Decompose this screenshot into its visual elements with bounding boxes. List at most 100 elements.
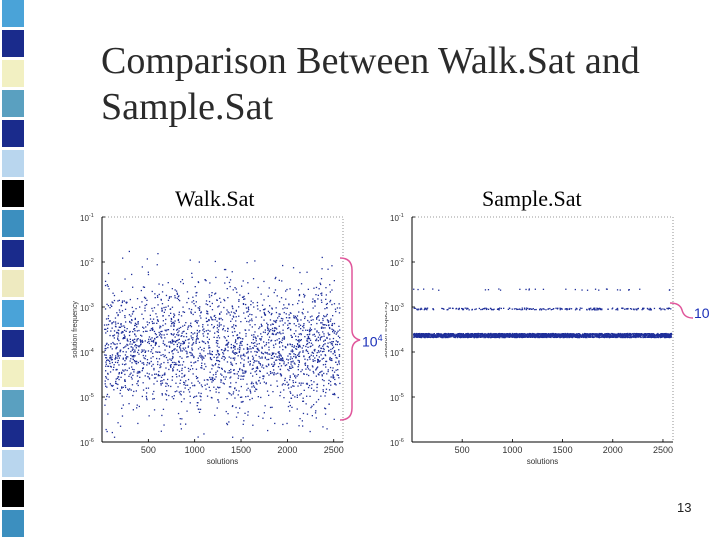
data-point: [293, 346, 295, 348]
data-point: [226, 339, 228, 342]
data-point: [121, 395, 123, 397]
data-point: [129, 388, 131, 390]
data-point: [132, 347, 134, 349]
data-point: [239, 347, 241, 349]
data-point: [215, 340, 218, 342]
data-point: [212, 319, 214, 321]
data-point: [137, 351, 139, 354]
data-point: [329, 341, 331, 344]
data-point: [278, 313, 280, 315]
data-point: [270, 417, 272, 419]
data-point: [603, 335, 605, 337]
data-point: [506, 335, 508, 337]
data-point: [161, 309, 163, 312]
data-point: [284, 364, 286, 367]
data-point: [196, 291, 198, 294]
data-point: [284, 383, 286, 386]
data-point: [254, 342, 256, 344]
data-point: [321, 301, 323, 303]
data-point: [318, 288, 320, 290]
data-point: [626, 336, 629, 339]
data-point: [559, 336, 561, 338]
data-point: [228, 386, 231, 388]
data-point: [162, 408, 165, 410]
data-point: [321, 327, 323, 329]
data-point: [299, 351, 301, 353]
data-point: [328, 389, 331, 391]
data-point: [312, 298, 314, 300]
data-point: [548, 333, 550, 335]
data-point: [667, 336, 669, 338]
data-point: [138, 346, 140, 348]
data-point: [176, 363, 178, 366]
data-point: [300, 333, 302, 336]
data-point: [242, 437, 244, 439]
data-point: [290, 350, 292, 352]
data-point: [300, 328, 302, 330]
data-point: [291, 351, 294, 353]
data-point: [328, 324, 330, 327]
data-point: [107, 347, 109, 349]
data-point: [281, 280, 283, 282]
data-point: [261, 347, 263, 349]
walksat-chart-title: Walk.Sat: [175, 186, 255, 211]
data-point: [540, 336, 542, 338]
data-point: [142, 367, 144, 369]
data-point: [253, 360, 256, 362]
data-point: [111, 358, 113, 361]
data-point: [236, 352, 238, 354]
data-point: [311, 301, 314, 303]
data-point: [268, 374, 270, 376]
data-point: [558, 336, 560, 338]
data-point: [636, 333, 639, 335]
data-point: [147, 271, 149, 273]
data-point: [322, 426, 324, 428]
data-point: [156, 322, 158, 324]
data-point: [272, 365, 274, 367]
data-point: [140, 341, 142, 343]
data-point: [170, 318, 173, 320]
data-point: [333, 303, 336, 305]
data-point: [287, 343, 289, 345]
data-point: [269, 406, 272, 409]
data-point: [334, 350, 336, 352]
data-point: [159, 351, 161, 353]
data-point: [521, 336, 523, 339]
data-point: [216, 345, 218, 347]
data-point: [630, 333, 632, 336]
data-point: [320, 395, 322, 397]
data-point: [231, 271, 233, 273]
data-point: [171, 306, 174, 308]
data-point: [275, 343, 277, 345]
data-point: [597, 333, 599, 335]
data-point: [294, 315, 296, 318]
data-point: [541, 335, 543, 337]
slide-title: Comparison Between Walk.Sat and Sample.S…: [101, 38, 701, 130]
data-point: [463, 334, 465, 336]
data-point: [440, 335, 442, 337]
data-point: [152, 356, 154, 358]
data-point: [116, 331, 118, 334]
data-point: [180, 281, 182, 283]
data-point: [292, 373, 294, 375]
data-point: [230, 371, 232, 373]
data-point: [329, 333, 331, 336]
data-point: [165, 345, 168, 347]
data-point: [268, 312, 271, 314]
data-point: [221, 374, 223, 376]
data-point: [205, 280, 207, 282]
data-point: [273, 372, 275, 374]
data-point: [631, 333, 633, 335]
data-point: [261, 346, 263, 348]
data-point: [181, 372, 183, 375]
data-point: [198, 392, 200, 394]
data-point: [525, 335, 527, 337]
data-point: [669, 334, 671, 336]
data-point: [653, 333, 655, 335]
data-point: [158, 331, 160, 334]
data-point: [209, 347, 211, 349]
data-point: [248, 309, 250, 311]
data-point: [308, 356, 310, 359]
data-point: [554, 335, 556, 337]
data-point: [336, 374, 338, 376]
